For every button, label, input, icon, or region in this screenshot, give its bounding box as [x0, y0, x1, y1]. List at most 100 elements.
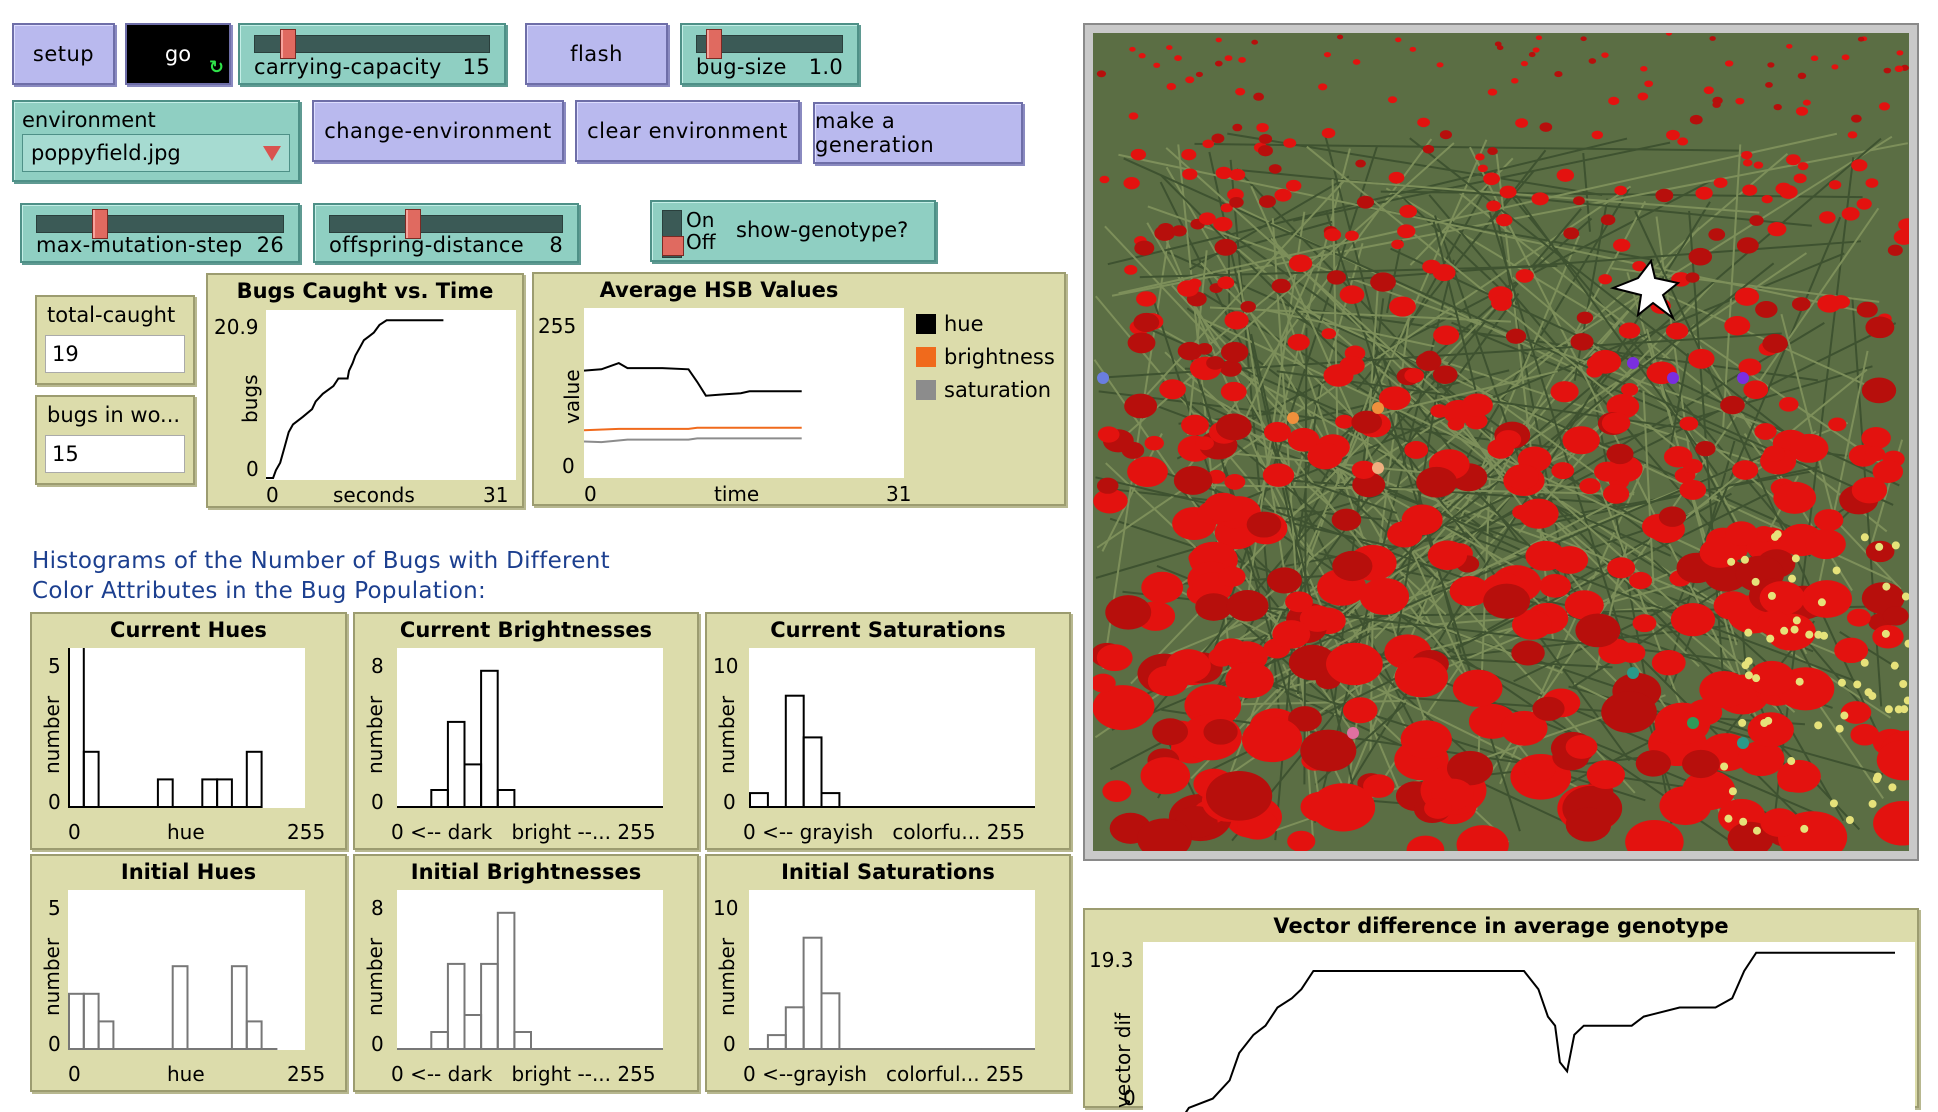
- histogram-bar: [820, 792, 841, 808]
- bug[interactable]: [1687, 717, 1699, 729]
- grass-stem: [1668, 353, 1690, 455]
- grass-stem: [1645, 328, 1752, 715]
- poppy: [1501, 710, 1548, 746]
- poppy: [1677, 137, 1689, 146]
- bugs-caught-plot: Bugs Caught vs. Time 20.9 0 bugs 0 secon…: [206, 273, 524, 508]
- yellow-flower: [1739, 817, 1748, 826]
- poppy: [1203, 492, 1243, 522]
- yellow-flower: [1795, 677, 1804, 686]
- x-axis-label: 0 <-- dark bright --... 255: [391, 820, 656, 844]
- slider-knob[interactable]: [92, 209, 108, 239]
- histogram-bar: [784, 1006, 805, 1050]
- go-button[interactable]: go ↻: [125, 23, 231, 85]
- poppy: [1128, 112, 1139, 120]
- poppy: [1805, 529, 1846, 560]
- poppy: [1397, 224, 1416, 239]
- bug-size-slider[interactable]: bug-size 1.0: [680, 23, 859, 85]
- poppy: [1211, 133, 1225, 144]
- poppy: [1882, 606, 1909, 626]
- make-generation-button[interactable]: make a generation: [813, 102, 1023, 164]
- show-genotype-switch[interactable]: On Off show-genotype?: [650, 200, 936, 262]
- x-axis-label: time: [714, 482, 760, 506]
- slider-track[interactable]: [36, 215, 284, 233]
- slider-knob[interactable]: [405, 209, 421, 239]
- y-axis-label: vector dif: [1111, 1012, 1135, 1108]
- carrying-capacity-slider[interactable]: carrying-capacity 15: [238, 23, 506, 85]
- poppy: [1865, 540, 1895, 563]
- clear-environment-button[interactable]: clear environment: [575, 100, 800, 162]
- poppy: [1097, 489, 1128, 513]
- histogram-bar: [413, 806, 433, 808]
- poppy: [1776, 759, 1821, 793]
- x-axis-label: 0 <--grayish colorful... 255: [743, 1062, 1025, 1086]
- environment-chooser[interactable]: environment poppyfield.jpg: [12, 100, 300, 182]
- slider-knob[interactable]: [706, 29, 722, 59]
- grass-stem: [1209, 306, 1512, 323]
- histogram-bar: [838, 1048, 859, 1050]
- poppy: [1310, 783, 1376, 832]
- slider-track[interactable]: [696, 35, 843, 53]
- monitor-label: total-caught: [47, 303, 176, 327]
- poppy: [1166, 649, 1211, 683]
- poppy: [1268, 164, 1282, 174]
- histogram-bar: [97, 806, 115, 808]
- bug[interactable]: [1627, 357, 1639, 369]
- grass-stem: [1385, 187, 1616, 327]
- change-environment-button[interactable]: change-environment: [312, 100, 564, 162]
- poppy: [1834, 637, 1869, 664]
- slider-track[interactable]: [254, 35, 490, 53]
- yellow-flower: [1882, 582, 1891, 591]
- offspring-distance-slider[interactable]: offspring-distance 8: [313, 203, 579, 263]
- poppy: [1215, 166, 1233, 180]
- poppy: [1712, 101, 1721, 108]
- poppy: [1166, 45, 1173, 51]
- world-view[interactable]: [1083, 23, 1919, 861]
- plot-title: Current Hues: [110, 618, 267, 642]
- bug[interactable]: [1667, 372, 1679, 384]
- grass-stem: [1288, 416, 1611, 653]
- histogram-svg: [397, 669, 663, 808]
- bug[interactable]: [1372, 402, 1384, 414]
- setup-button[interactable]: setup: [12, 23, 115, 85]
- max-mutation-step-slider[interactable]: max-mutation-step 26: [20, 203, 300, 263]
- x-min-label: 0: [68, 1062, 81, 1086]
- bug[interactable]: [1347, 727, 1359, 739]
- histogram-bar: [530, 1048, 549, 1050]
- poppy: [1515, 118, 1529, 128]
- poppy: [1449, 576, 1490, 607]
- flash-button[interactable]: flash: [525, 23, 668, 85]
- y-min-label: 0: [371, 1032, 384, 1056]
- poppy: [1263, 421, 1291, 443]
- poppy: [1632, 260, 1647, 272]
- make-generation-label: make a generation: [815, 109, 935, 157]
- switch-knob[interactable]: [662, 236, 684, 256]
- chooser-select[interactable]: poppyfield.jpg: [22, 134, 290, 172]
- bug[interactable]: [1097, 372, 1109, 384]
- poppy: [1097, 426, 1120, 443]
- bug[interactable]: [1627, 667, 1639, 679]
- bug[interactable]: [1737, 737, 1749, 749]
- bug[interactable]: [1372, 462, 1384, 474]
- heading-line2: Color Attributes in the Bug Population:: [32, 578, 487, 604]
- grass-stem: [1223, 228, 1760, 615]
- histogram-bar: [446, 962, 466, 1050]
- poppy: [1857, 36, 1865, 42]
- poppy: [1232, 123, 1243, 132]
- poppy: [1635, 750, 1671, 777]
- poppy: [1181, 414, 1209, 436]
- poppy: [1154, 225, 1176, 241]
- legend-label: saturation: [944, 378, 1052, 402]
- slider-track[interactable]: [329, 215, 563, 233]
- slider-label: offspring-distance: [329, 233, 524, 257]
- bug[interactable]: [1737, 372, 1749, 384]
- poppy: [1401, 504, 1443, 536]
- current-hues-histogram: Current Hues 5 0 number 0 hue 255: [30, 612, 347, 850]
- poppy: [1725, 521, 1758, 546]
- histogram-bar: [82, 750, 100, 808]
- bug[interactable]: [1287, 412, 1299, 424]
- histogram-bar: [496, 789, 516, 808]
- poppy: [1743, 380, 1769, 400]
- poppy: [1299, 605, 1336, 632]
- slider-knob[interactable]: [280, 29, 296, 59]
- poppy: [1861, 377, 1897, 404]
